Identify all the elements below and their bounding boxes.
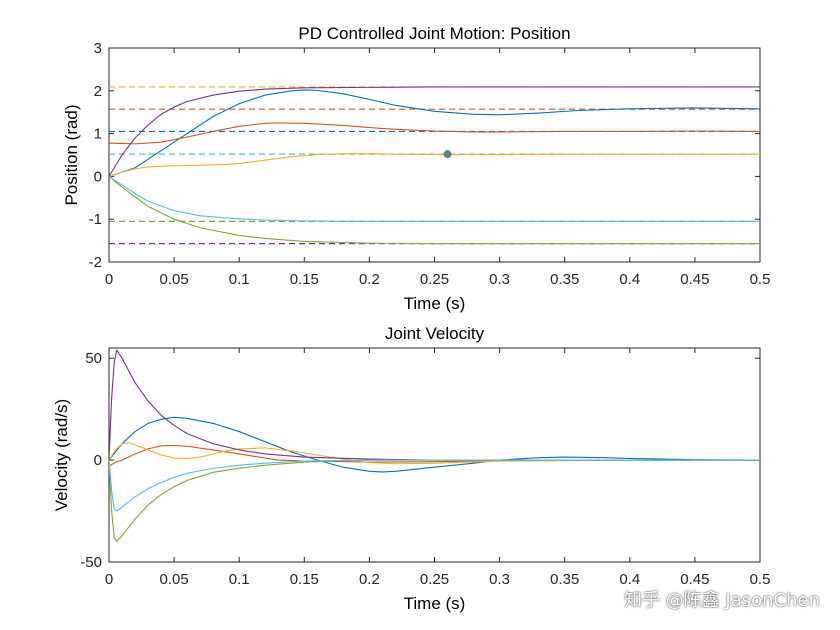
position-series-line [109,89,760,177]
position-series-line [109,153,760,177]
position-x-tick-label: 0.4 [619,271,640,288]
velocity-x-tick-label: 0.35 [550,571,579,588]
position-x-axis-label: Time (s) [404,294,466,313]
position-axes: 0 0.05 0.1 0.15 0.2 0.25 0.3 0.35 0.4 0.45 0.5 -2 -1… [62,24,770,313]
position-y-tick-label: 0 [94,168,102,185]
position-y-tick-label: -2 [89,254,102,271]
velocity-y-tick-label: -50 [80,554,102,571]
velocity-y-axis-label: Velocity (rad/s) [52,399,71,511]
velocity-axes: 0 0.05 0.1 0.15 0.2 0.25 0.3 0.35 0.4 0.45 0.5-500… [52,324,770,613]
velocity-x-tick-label: 0.05 [159,571,188,588]
velocity-chart-title: Joint Velocity [385,324,485,343]
position-x-tick-label: 0.35 [550,271,579,288]
watermark: 知乎 @陈鑫 JasonChen [623,590,820,611]
position-x-tick-label: 0 [105,271,113,288]
position-y-tick-label: 3 [94,40,102,57]
velocity-x-tick-label: 0.3 [489,571,510,588]
velocity-x-tick-label: 0.15 [290,571,319,588]
velocity-series-line [109,416,760,473]
velocity-x-tick-label: 0.1 [229,571,250,588]
position-y-tick-label: 1 [94,126,102,143]
velocity-x-tick-label: 0.2 [359,571,380,588]
position-x-tick-label: 0.1 [229,271,250,288]
velocity-x-tick-label: 0.5 [750,571,771,588]
position-x-tick-label: 0.5 [750,271,771,288]
velocity-series-line [109,459,760,512]
position-x-tick-label: 0.05 [159,271,188,288]
velocity-x-axis-label: Time (s) [404,594,466,613]
velocity-x-tick-label: 0 [105,571,113,588]
position-series-line [109,175,760,222]
position-x-tick-label: 0.45 [680,271,709,288]
position-x-tick-label: 0.2 [359,271,380,288]
velocity-y-tick-label: 50 [85,350,102,367]
velocity-series-line [109,444,760,467]
position-y-tick-label: -1 [89,211,102,228]
position-y-axis-label: Position (rad) [62,104,81,205]
position-x-tick-label: 0.3 [489,271,510,288]
velocity-x-tick-label: 0.4 [619,571,640,588]
position-series-line [109,122,760,145]
position-chart-title: PD Controlled Joint Motion: Position [298,24,570,43]
position-x-tick-label: 0.25 [420,271,449,288]
position-y-tick-label: 2 [94,83,102,100]
position-x-tick-label: 0.15 [290,271,319,288]
position-marker-dot [443,150,452,159]
velocity-y-tick-label: 0 [94,452,102,469]
velocity-x-tick-label: 0.45 [680,571,709,588]
position-series-line [109,86,760,177]
position-series-line [109,175,760,245]
velocity-series-line [109,442,760,465]
velocity-x-tick-label: 0.25 [420,571,449,588]
